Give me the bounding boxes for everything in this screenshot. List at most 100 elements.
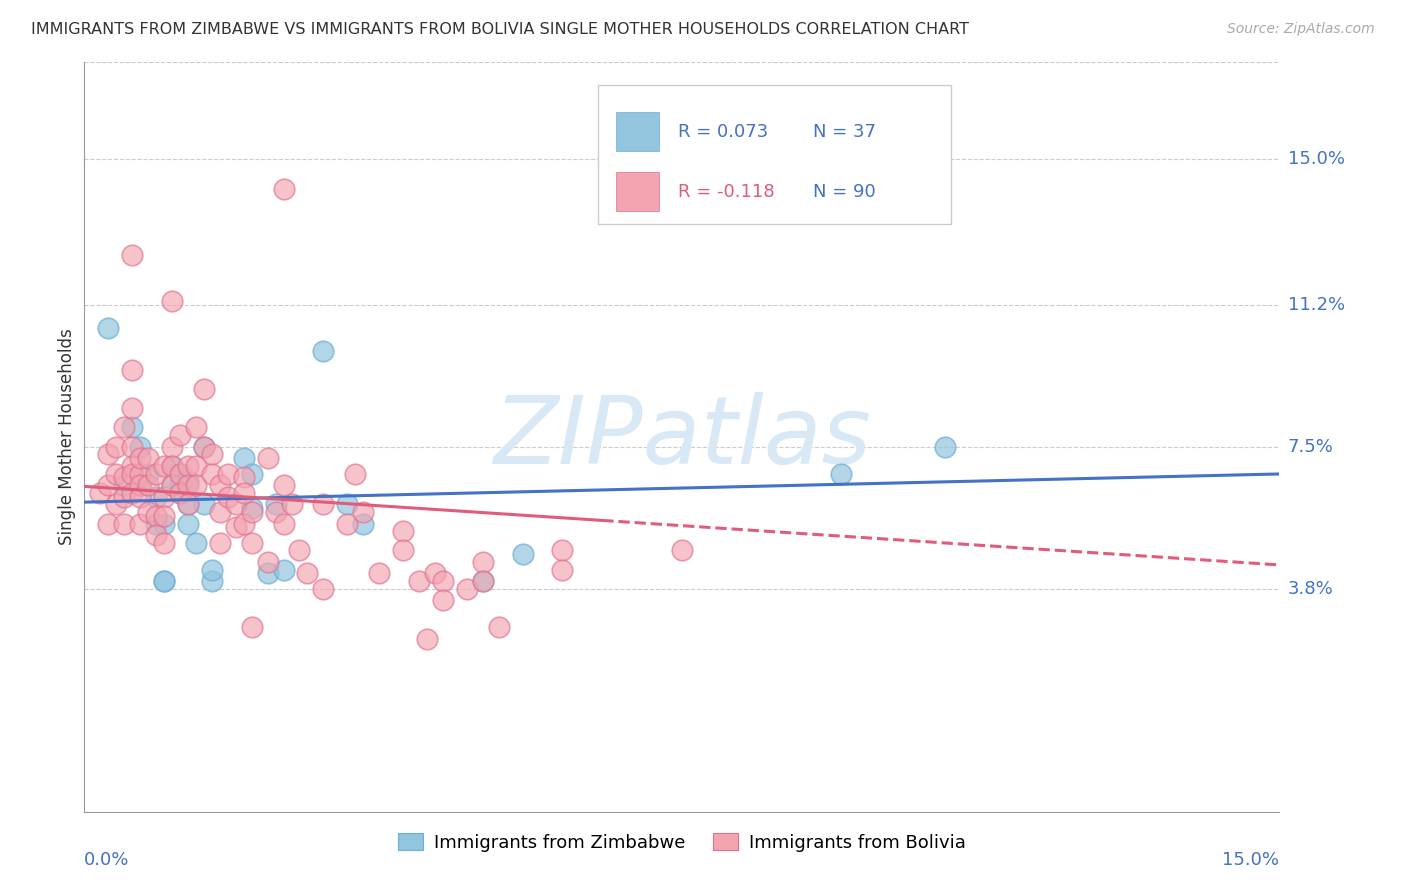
Point xyxy=(177,497,200,511)
Point xyxy=(201,467,224,481)
Point xyxy=(273,563,295,577)
Text: R = 0.073: R = 0.073 xyxy=(678,123,769,141)
Text: N = 90: N = 90 xyxy=(814,183,876,201)
Point xyxy=(145,508,167,523)
Point xyxy=(177,478,200,492)
Point xyxy=(160,293,183,308)
Point xyxy=(169,467,191,481)
Point xyxy=(184,478,207,492)
Point xyxy=(169,485,191,500)
Point xyxy=(217,490,239,504)
Point xyxy=(136,505,159,519)
Point xyxy=(97,320,120,334)
Point xyxy=(105,497,128,511)
Point xyxy=(368,566,391,581)
Point xyxy=(256,451,278,466)
Point xyxy=(423,566,446,581)
Point xyxy=(280,497,302,511)
Point xyxy=(177,458,200,473)
Point xyxy=(240,535,263,549)
Point xyxy=(471,574,494,589)
Point xyxy=(392,524,415,539)
Point xyxy=(264,505,287,519)
Point xyxy=(177,497,200,511)
Text: R = -0.118: R = -0.118 xyxy=(678,183,775,201)
Point xyxy=(112,490,135,504)
Point xyxy=(112,470,135,484)
Text: 7.5%: 7.5% xyxy=(1288,438,1334,456)
Point xyxy=(232,516,254,531)
Point xyxy=(121,458,143,473)
Point xyxy=(471,574,494,589)
Point xyxy=(160,440,183,454)
Point xyxy=(153,535,176,549)
Point xyxy=(97,447,120,461)
Point xyxy=(112,420,135,434)
Point xyxy=(352,516,374,531)
Point xyxy=(273,516,295,531)
Point xyxy=(232,451,254,466)
Point xyxy=(193,382,215,396)
FancyBboxPatch shape xyxy=(616,112,659,151)
Point xyxy=(105,440,128,454)
Point xyxy=(336,497,359,511)
Point xyxy=(136,451,159,466)
Point xyxy=(240,620,263,634)
Point xyxy=(129,478,152,492)
Point xyxy=(184,458,207,473)
Point xyxy=(153,508,176,523)
Text: 11.2%: 11.2% xyxy=(1288,295,1346,313)
Point xyxy=(312,497,335,511)
Point xyxy=(456,582,478,596)
Point xyxy=(344,467,367,481)
Point xyxy=(121,247,143,261)
Point xyxy=(432,593,454,607)
Y-axis label: Single Mother Households: Single Mother Households xyxy=(58,329,76,545)
Text: 0.0%: 0.0% xyxy=(84,851,129,869)
Point xyxy=(488,620,510,634)
Point xyxy=(177,475,200,489)
Point xyxy=(121,401,143,416)
Point xyxy=(217,467,239,481)
Point xyxy=(240,501,263,516)
Point xyxy=(153,458,176,473)
Point xyxy=(232,470,254,484)
Point xyxy=(208,505,231,519)
Point xyxy=(136,467,159,481)
Point xyxy=(160,478,183,492)
Point xyxy=(184,535,207,549)
Text: Source: ZipAtlas.com: Source: ZipAtlas.com xyxy=(1227,22,1375,37)
Point xyxy=(208,535,231,549)
Point xyxy=(830,467,852,481)
FancyBboxPatch shape xyxy=(599,85,950,224)
Point xyxy=(208,478,231,492)
Point xyxy=(129,490,152,504)
Point xyxy=(264,497,287,511)
Point xyxy=(89,485,111,500)
Point xyxy=(97,478,120,492)
Point xyxy=(312,582,335,596)
Point xyxy=(193,440,215,454)
Point xyxy=(121,467,143,481)
Point xyxy=(153,516,176,531)
Point xyxy=(160,458,183,473)
Point xyxy=(225,520,247,534)
Point xyxy=(240,467,263,481)
Point xyxy=(671,543,693,558)
Point xyxy=(551,563,574,577)
Point xyxy=(232,485,254,500)
Point xyxy=(288,543,311,558)
Point xyxy=(273,182,295,196)
Point xyxy=(336,516,359,531)
Point xyxy=(145,467,167,481)
Point xyxy=(273,478,295,492)
Point xyxy=(145,516,167,531)
Point xyxy=(551,543,574,558)
Point xyxy=(121,440,143,454)
Point xyxy=(471,555,494,569)
Point xyxy=(934,440,956,454)
Point xyxy=(129,478,152,492)
Point xyxy=(105,467,128,481)
FancyBboxPatch shape xyxy=(616,172,659,211)
Text: 15.0%: 15.0% xyxy=(1288,150,1344,168)
